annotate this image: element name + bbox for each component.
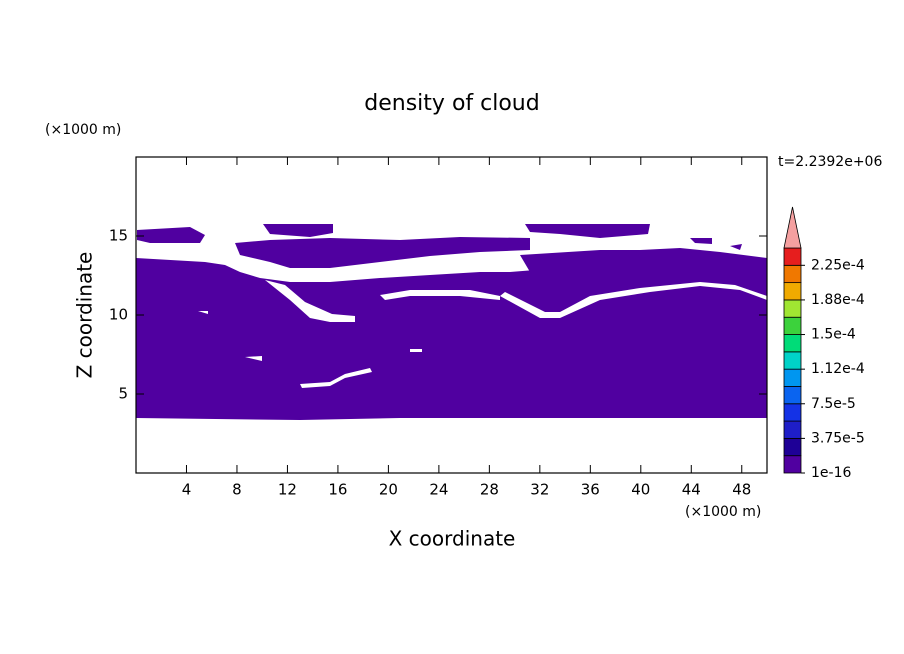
gap — [300, 368, 372, 388]
colorbar-box — [783, 299, 802, 318]
gap — [265, 280, 355, 322]
x-tick-label: 20 — [379, 481, 398, 499]
colorbar-label: 1.88e-4 — [811, 292, 865, 308]
annotation: t=2.2392e+06 — [778, 154, 882, 170]
colorbar-box — [783, 264, 802, 284]
x-tick-label: 8 — [232, 481, 242, 499]
y-unit: (×1000 m) — [45, 122, 121, 138]
colorbar-box — [783, 282, 802, 301]
colorbar-label: 7.5e-5 — [811, 396, 856, 412]
cloud-region — [235, 237, 530, 268]
colorbar-label: 2.25e-4 — [811, 257, 865, 273]
colorbar-box — [783, 420, 802, 439]
cloud-region — [690, 238, 712, 244]
colorbar-box — [783, 351, 802, 370]
cloud-region — [137, 227, 205, 243]
contour-field — [136, 224, 767, 420]
gap — [245, 356, 262, 361]
colorbar-box — [783, 455, 802, 474]
y-tick-label: 15 — [109, 227, 128, 245]
cloud-gaps — [198, 280, 767, 388]
cloud-region — [520, 248, 767, 272]
gap — [380, 290, 500, 300]
colorbar-extend — [783, 206, 802, 249]
x-tick-label: 40 — [631, 481, 650, 499]
gap — [500, 282, 767, 318]
colorbar-label: 1.12e-4 — [811, 361, 865, 377]
chart-title: density of cloud — [364, 91, 539, 116]
x-tick-label: 16 — [328, 481, 347, 499]
x-tick-label: 12 — [278, 481, 297, 499]
colorbar-box — [783, 368, 802, 387]
x-tick-label: 24 — [429, 481, 448, 499]
x-tick-label: 28 — [480, 481, 499, 499]
x-axis-label: X coordinate — [389, 527, 516, 551]
colorbar-box — [783, 334, 802, 353]
colorbar-box — [783, 247, 802, 266]
x-unit: (×1000 m) — [685, 504, 761, 520]
colorbar-label: 1.5e-4 — [811, 327, 856, 343]
colorbar-box — [783, 316, 802, 335]
x-tick-label: 44 — [682, 481, 701, 499]
colorbar-box — [783, 403, 802, 422]
x-tick-label: 36 — [581, 481, 600, 499]
colorbar-label: 3.75e-5 — [811, 430, 865, 446]
x-tick-label: 48 — [732, 481, 751, 499]
colorbar-box — [783, 386, 802, 405]
cloud-region — [136, 258, 767, 420]
colorbar-label: 1e-16 — [811, 465, 851, 481]
cloud-region — [263, 224, 333, 237]
x-tick-label: 32 — [530, 481, 549, 499]
y-axis-label: Z coordinate — [73, 252, 97, 379]
y-tick-label: 5 — [118, 385, 128, 403]
cloud-region — [525, 224, 650, 238]
x-tick-label: 4 — [182, 481, 192, 499]
gap — [198, 311, 208, 314]
y-tick-label: 10 — [109, 306, 128, 324]
gap — [410, 349, 422, 352]
cloud-region — [730, 244, 742, 250]
colorbar-box — [783, 437, 802, 457]
